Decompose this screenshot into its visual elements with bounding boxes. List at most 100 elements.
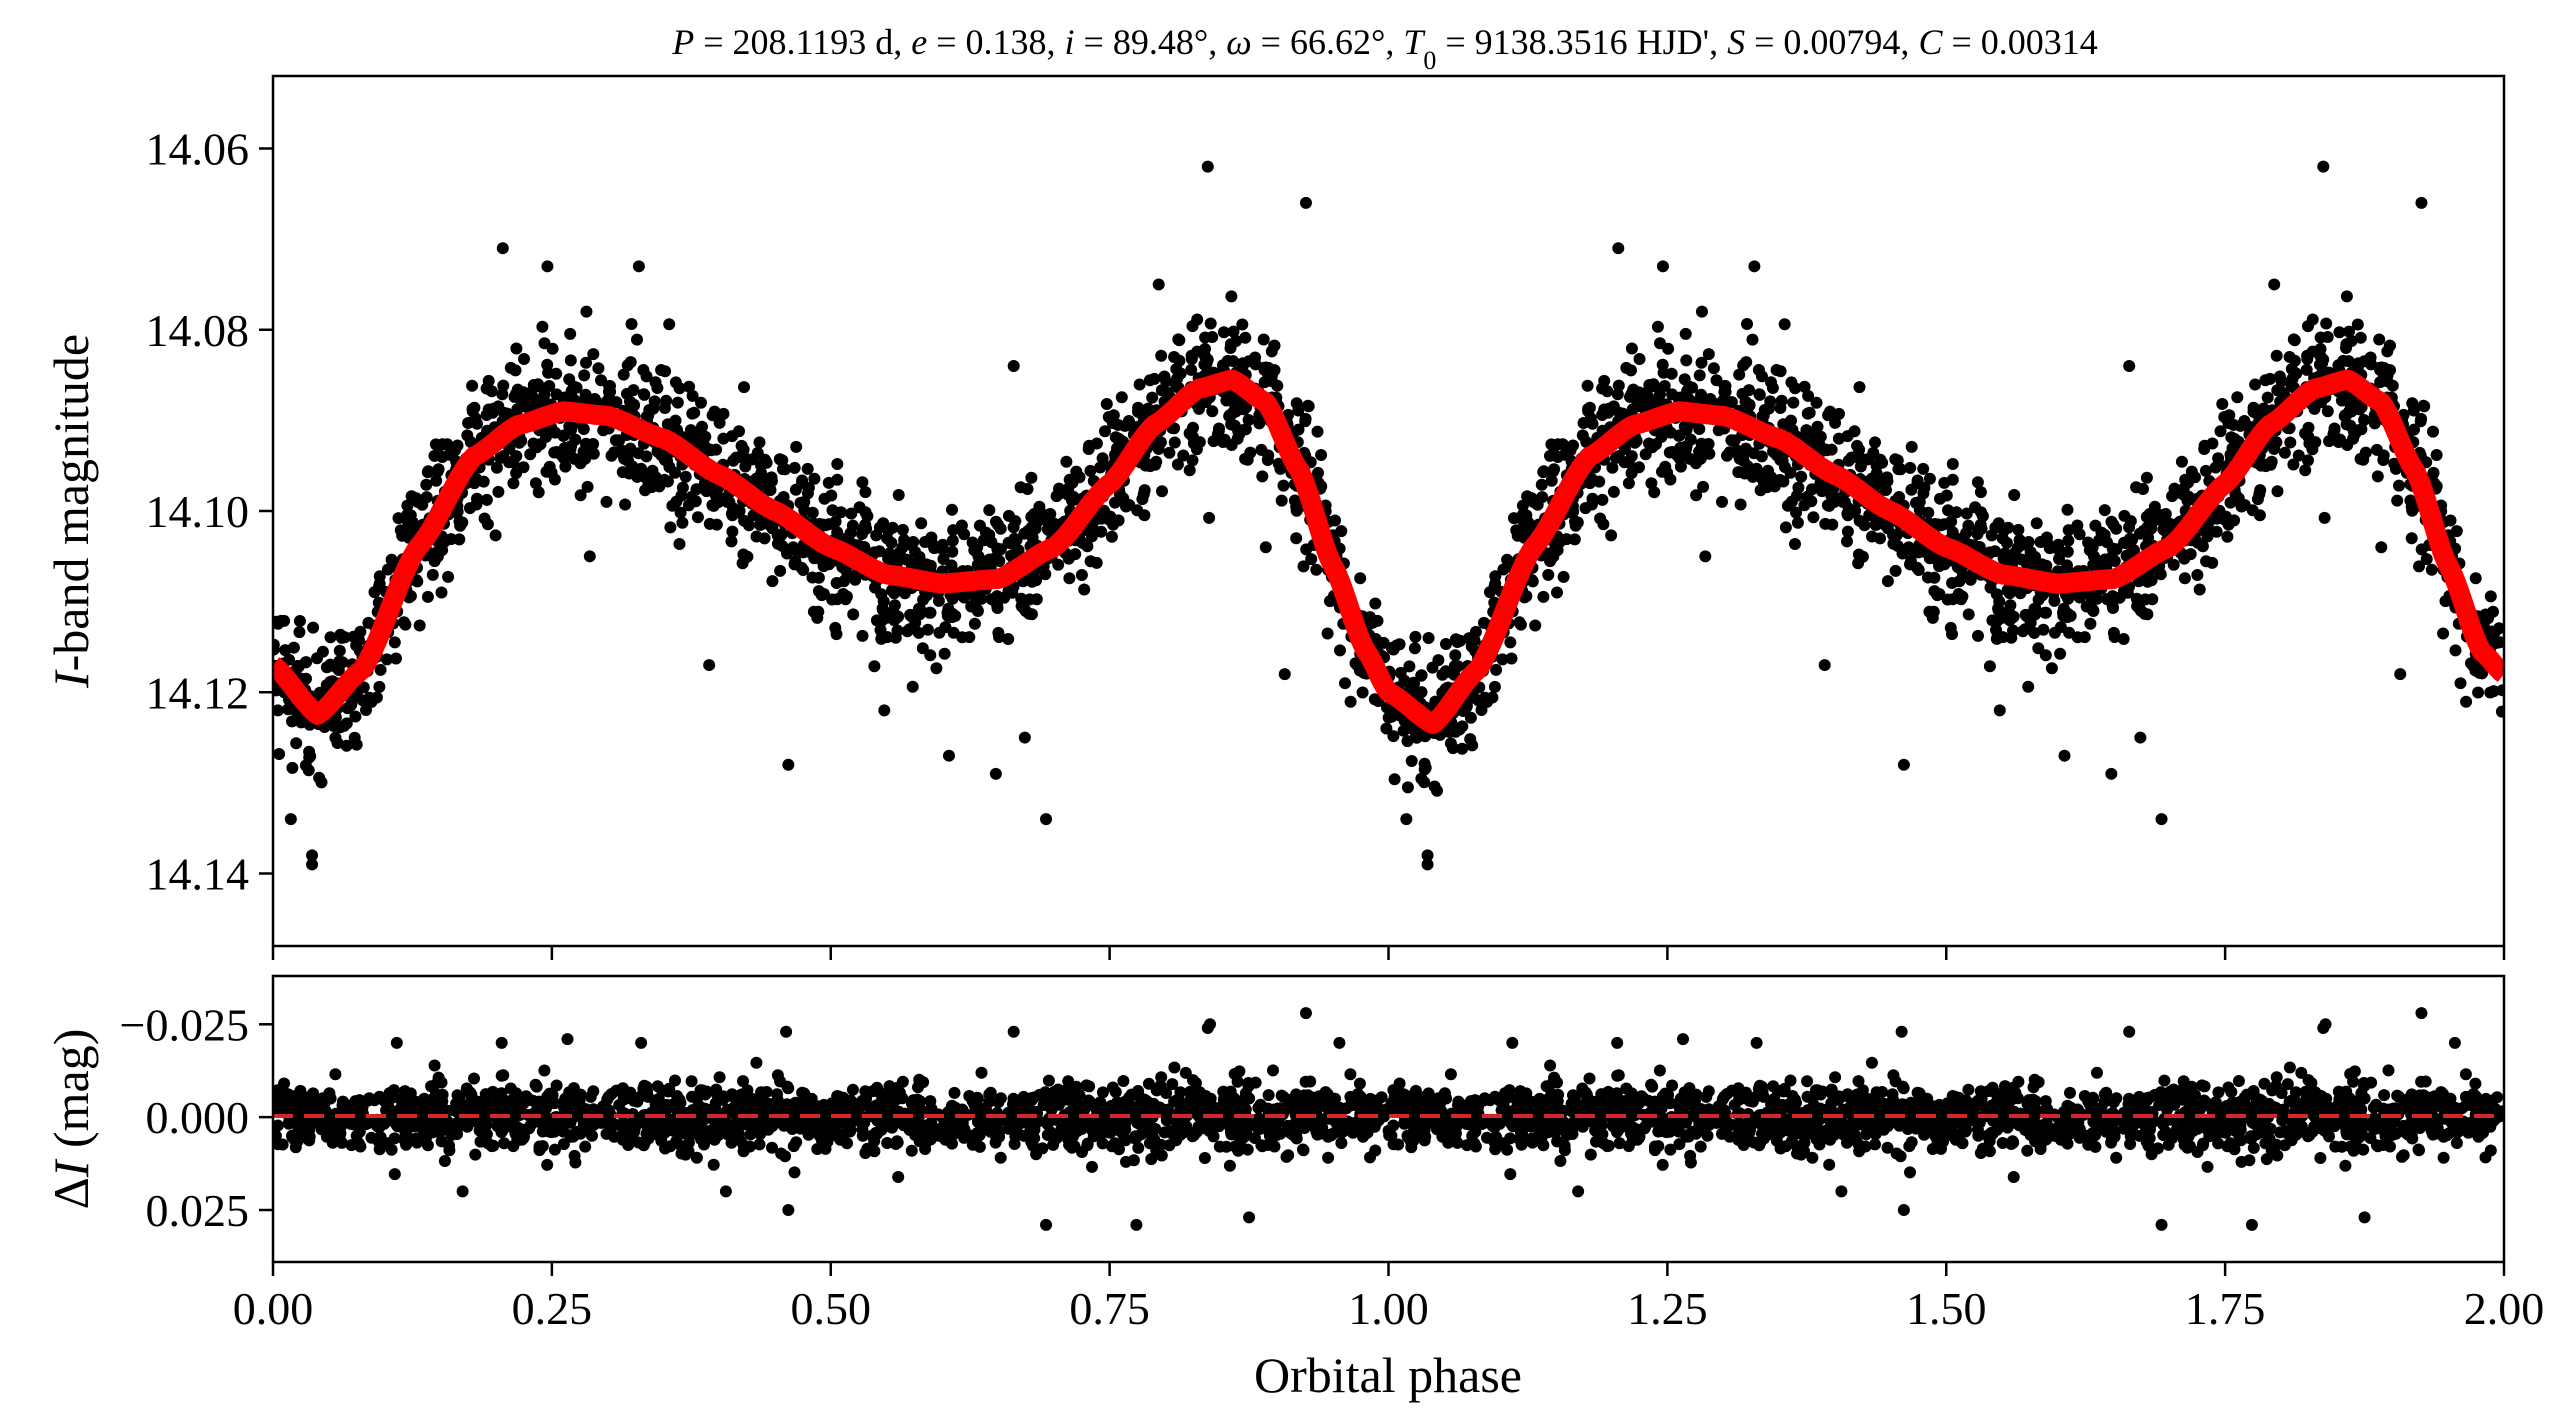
residual-point (771, 1093, 784, 1106)
residual-point (766, 1141, 778, 1154)
data-point (2283, 422, 2296, 435)
data-point (892, 610, 905, 623)
data-point (1890, 529, 1903, 542)
data-point (1154, 436, 1167, 449)
data-point (802, 545, 815, 558)
data-point (2117, 633, 2130, 645)
data-point (1990, 632, 2003, 645)
data-point (624, 442, 637, 455)
data-point (1099, 425, 1111, 438)
data-point (404, 590, 417, 603)
data-point (993, 555, 1006, 567)
data-point (1666, 388, 1679, 401)
data-point (2001, 584, 2014, 597)
residual-point (1322, 1151, 1335, 1164)
data-point (2022, 536, 2035, 548)
residual-point (504, 1082, 517, 1095)
residual-point (324, 1092, 337, 1105)
data-point (1826, 518, 1839, 531)
data-point (1612, 379, 1625, 392)
data-point (1695, 356, 1708, 369)
data-point (1025, 608, 1038, 621)
data-point (394, 524, 407, 537)
outlier-point (284, 813, 297, 826)
data-point (1426, 661, 1439, 674)
data-point (1679, 327, 1692, 340)
data-point (1156, 485, 1168, 498)
data-point (461, 429, 474, 442)
data-point (1577, 417, 1590, 429)
data-point (2148, 500, 2161, 513)
data-point (1275, 494, 1288, 507)
y-tick-label: 14.06 (146, 124, 250, 175)
data-point (1025, 521, 1038, 534)
data-point (1645, 477, 1658, 490)
data-point (746, 453, 759, 466)
outlier-point (1897, 758, 1910, 771)
data-point (1299, 415, 1312, 428)
data-point (679, 470, 692, 483)
data-point (2493, 636, 2504, 649)
residual-point (1298, 1089, 1311, 1102)
data-point (2104, 595, 2117, 608)
data-point (1272, 457, 1285, 470)
data-point (373, 570, 386, 583)
data-point (2328, 422, 2341, 435)
data-point (433, 439, 446, 452)
data-point (1911, 561, 1923, 574)
data-point (293, 615, 306, 627)
data-point (1625, 342, 1638, 355)
data-point (1171, 458, 1184, 471)
data-point (700, 485, 713, 498)
data-point (349, 710, 362, 723)
data-point (1063, 572, 1076, 585)
data-point (2318, 511, 2331, 524)
data-point (1938, 558, 1951, 571)
data-point (333, 655, 346, 668)
data-point (1960, 507, 1973, 520)
data-point (1542, 568, 1555, 581)
data-point (420, 478, 433, 491)
data-point (1790, 506, 1803, 519)
residual-point (1229, 1140, 1241, 1153)
residual-point (586, 1129, 598, 1142)
residual-point (771, 1069, 784, 1082)
data-point (421, 590, 434, 603)
data-point (1496, 653, 1509, 666)
data-point (1081, 540, 1094, 553)
data-point (651, 382, 664, 394)
data-point (2251, 493, 2264, 506)
data-point (1971, 476, 1984, 489)
data-point (1972, 629, 1984, 642)
data-point (1606, 461, 1619, 474)
residual-point (1168, 1061, 1181, 1074)
data-point (815, 589, 828, 602)
data-point (1601, 385, 1614, 398)
residual-point (345, 1139, 358, 1152)
data-point (1612, 450, 1625, 463)
residual-point (273, 1097, 283, 1109)
data-point (946, 503, 958, 516)
data-point (517, 400, 530, 413)
data-point (485, 385, 498, 398)
data-point (666, 499, 679, 512)
data-point (891, 624, 904, 637)
data-point (906, 680, 919, 693)
data-point (2012, 523, 2025, 536)
data-point (1785, 376, 1798, 389)
data-point (540, 465, 553, 478)
data-point (1139, 459, 1152, 472)
data-point (617, 368, 630, 381)
data-point (892, 554, 904, 567)
data-point (1625, 467, 1638, 480)
data-point (1695, 437, 1708, 450)
data-point (883, 547, 896, 560)
data-point (625, 318, 638, 330)
data-point (581, 480, 594, 493)
data-point (798, 495, 811, 508)
data-point (2037, 623, 2050, 636)
data-point (710, 518, 723, 531)
data-point (432, 463, 445, 476)
